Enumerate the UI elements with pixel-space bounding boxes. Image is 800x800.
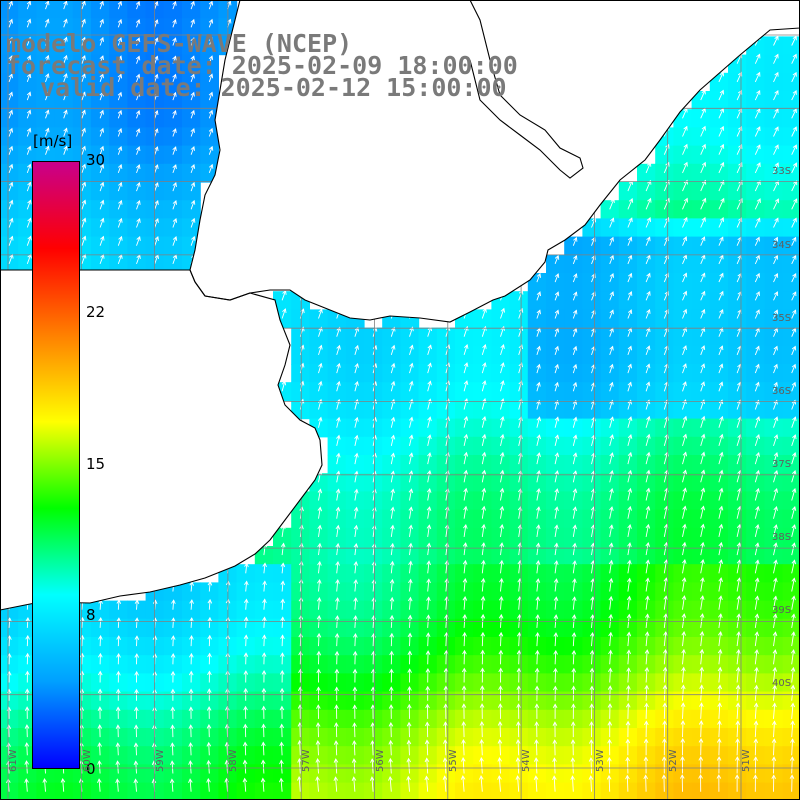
wind-arrows (6, 0, 798, 792)
lon-label: 58W (228, 749, 239, 772)
colorbar-tick-8: 8 (86, 606, 96, 624)
lon-label: 56W (375, 749, 386, 772)
lon-label: 57W (301, 749, 312, 772)
lon-label: 52W (668, 749, 679, 772)
colorbar-tick-22: 22 (86, 303, 106, 321)
lon-label: 53W (595, 749, 606, 772)
lat-label: 39S (772, 605, 792, 616)
colorbar-unit: [m/s] (33, 132, 73, 150)
lat-label: 35S (772, 313, 792, 324)
title-model: modelo GEFS-WAVE (NCEP) (6, 29, 353, 58)
lon-label: 60W (82, 749, 93, 772)
lon-label: 59W (155, 749, 166, 772)
colorbar-tick-0: 0 (86, 760, 96, 778)
title-forecast-date: forecast date: 2025-02-09 18:00:00 (6, 51, 518, 80)
lon-label: 54W (521, 749, 532, 772)
lat-label: 37S (772, 459, 792, 470)
lat-label: 33S (772, 166, 792, 177)
coastline (0, 0, 800, 611)
colorbar-tick-30: 30 (86, 151, 106, 169)
lat-label: 38S (772, 532, 792, 543)
lon-label: 61W (8, 749, 19, 772)
lat-label: 36S (772, 386, 792, 397)
title-valid-date: valid date: 2025-02-12 15:00:00 (40, 73, 507, 102)
lon-label: 51W (741, 749, 752, 772)
colorbar-tick-15: 15 (86, 455, 106, 473)
colorbar (32, 161, 80, 769)
lon-label: 55W (448, 749, 459, 772)
lat-label: 40S (772, 678, 792, 689)
lat-label: 34S (772, 240, 792, 251)
